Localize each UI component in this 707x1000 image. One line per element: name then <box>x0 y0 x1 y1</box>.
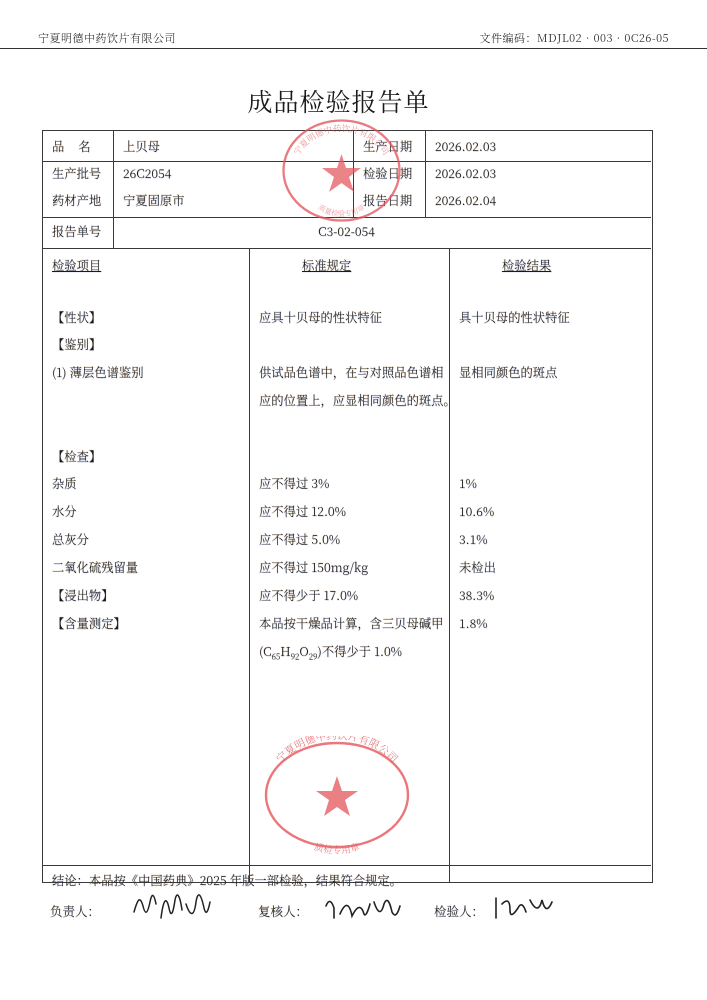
svg-text:质检专用章: 质检专用章 <box>313 839 362 854</box>
svg-text:宁夏明德中药饮片有限公司: 宁夏明德中药饮片有限公司 <box>273 736 401 766</box>
svg-text:质量检验专用章: 质量检验专用章 <box>316 203 367 220</box>
svg-text:宁夏明德中药饮片有限公司: 宁夏明德中药饮片有限公司 <box>291 122 392 157</box>
